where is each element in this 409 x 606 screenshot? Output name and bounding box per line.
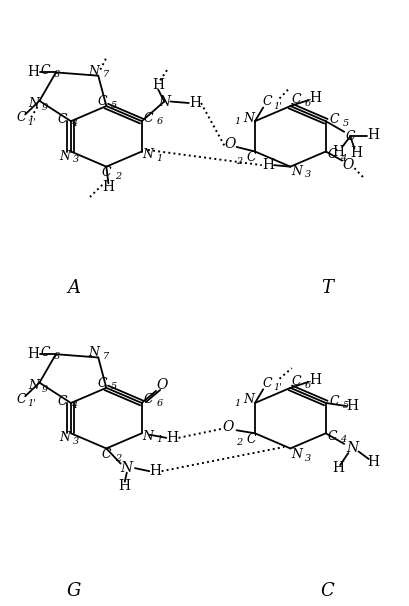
Text: C: C bbox=[246, 433, 256, 446]
Text: G: G bbox=[66, 582, 81, 600]
Text: 2: 2 bbox=[115, 172, 121, 181]
Text: 2: 2 bbox=[236, 157, 243, 165]
Text: N: N bbox=[121, 461, 133, 475]
Text: 4: 4 bbox=[340, 154, 346, 162]
Text: H: H bbox=[332, 144, 344, 159]
Text: H: H bbox=[367, 455, 379, 469]
Text: 1': 1' bbox=[27, 399, 36, 408]
Text: H: H bbox=[119, 479, 131, 493]
Text: C: C bbox=[327, 430, 337, 443]
Text: H: H bbox=[309, 373, 321, 387]
Text: N: N bbox=[243, 112, 254, 125]
Text: 2: 2 bbox=[115, 454, 121, 462]
Text: 1: 1 bbox=[234, 399, 240, 408]
Text: A: A bbox=[67, 279, 80, 297]
Text: C: C bbox=[292, 375, 301, 388]
Text: N: N bbox=[28, 379, 39, 392]
Text: N: N bbox=[28, 98, 39, 110]
Text: C: C bbox=[41, 346, 50, 359]
Text: H: H bbox=[189, 96, 201, 110]
Text: H: H bbox=[332, 461, 344, 475]
Text: C: C bbox=[101, 166, 111, 179]
Text: C: C bbox=[16, 393, 26, 406]
Text: N: N bbox=[59, 431, 70, 444]
Text: N: N bbox=[291, 165, 302, 178]
Text: C: C bbox=[329, 395, 339, 408]
Text: N: N bbox=[142, 430, 153, 443]
Text: 5: 5 bbox=[110, 101, 117, 110]
Text: 4: 4 bbox=[71, 119, 77, 128]
Text: C: C bbox=[327, 148, 337, 161]
Text: 8: 8 bbox=[54, 70, 60, 79]
Text: H: H bbox=[367, 128, 379, 142]
Text: 8: 8 bbox=[54, 352, 60, 361]
Text: C: C bbox=[16, 111, 26, 124]
Text: N: N bbox=[142, 148, 153, 161]
Text: 4: 4 bbox=[71, 401, 77, 410]
Text: 6: 6 bbox=[156, 399, 162, 408]
Text: T: T bbox=[321, 279, 333, 297]
Text: N: N bbox=[89, 347, 100, 359]
Text: 1: 1 bbox=[156, 154, 162, 162]
Text: C: C bbox=[97, 377, 107, 390]
Text: 4: 4 bbox=[340, 436, 346, 444]
Text: H: H bbox=[152, 78, 164, 92]
Text: N: N bbox=[346, 441, 358, 456]
Text: C: C bbox=[329, 113, 339, 126]
Text: H: H bbox=[351, 146, 362, 160]
Text: H: H bbox=[102, 180, 115, 195]
Text: C: C bbox=[58, 113, 67, 126]
Text: 6: 6 bbox=[305, 99, 311, 108]
Text: 3: 3 bbox=[73, 155, 79, 164]
Text: 1: 1 bbox=[156, 436, 162, 444]
Text: 3: 3 bbox=[305, 454, 311, 462]
Text: 2: 2 bbox=[236, 439, 243, 447]
Text: 3: 3 bbox=[73, 437, 79, 446]
Text: H: H bbox=[346, 399, 358, 413]
Text: 6: 6 bbox=[156, 118, 162, 126]
Text: H: H bbox=[27, 65, 39, 79]
Text: C: C bbox=[101, 448, 111, 461]
Text: 5: 5 bbox=[342, 119, 348, 128]
Text: O: O bbox=[157, 378, 168, 392]
Text: C: C bbox=[97, 95, 107, 108]
Text: 6: 6 bbox=[305, 381, 311, 390]
Text: N: N bbox=[158, 95, 170, 108]
Text: O: O bbox=[222, 420, 234, 435]
Text: N: N bbox=[59, 150, 70, 162]
Text: 1': 1' bbox=[273, 384, 282, 392]
Text: C: C bbox=[320, 582, 334, 600]
Text: H: H bbox=[309, 92, 321, 105]
Text: 7: 7 bbox=[103, 70, 109, 79]
Text: O: O bbox=[343, 158, 354, 172]
Text: O: O bbox=[225, 137, 236, 151]
Text: 1: 1 bbox=[234, 118, 240, 126]
Text: H: H bbox=[262, 158, 274, 172]
Text: 9: 9 bbox=[42, 103, 48, 112]
Text: C: C bbox=[346, 130, 355, 143]
Text: N: N bbox=[89, 65, 100, 78]
Text: 9: 9 bbox=[42, 385, 48, 394]
Text: C: C bbox=[143, 393, 153, 407]
Text: 3: 3 bbox=[305, 170, 311, 179]
Text: 5: 5 bbox=[110, 382, 117, 391]
Text: H: H bbox=[27, 347, 39, 361]
Text: H: H bbox=[149, 464, 162, 478]
Text: C: C bbox=[143, 112, 153, 125]
Text: 5: 5 bbox=[342, 401, 348, 410]
Text: C: C bbox=[246, 151, 256, 164]
Text: 1': 1' bbox=[27, 118, 36, 127]
Text: 7: 7 bbox=[103, 352, 109, 361]
Text: C: C bbox=[263, 95, 272, 108]
Text: N: N bbox=[243, 393, 254, 407]
Text: C: C bbox=[58, 395, 67, 408]
Text: C: C bbox=[292, 93, 301, 107]
Text: C: C bbox=[263, 377, 272, 390]
Text: N: N bbox=[291, 448, 302, 461]
Text: C: C bbox=[41, 64, 50, 78]
Text: 1': 1' bbox=[273, 102, 282, 110]
Text: H: H bbox=[166, 431, 178, 445]
